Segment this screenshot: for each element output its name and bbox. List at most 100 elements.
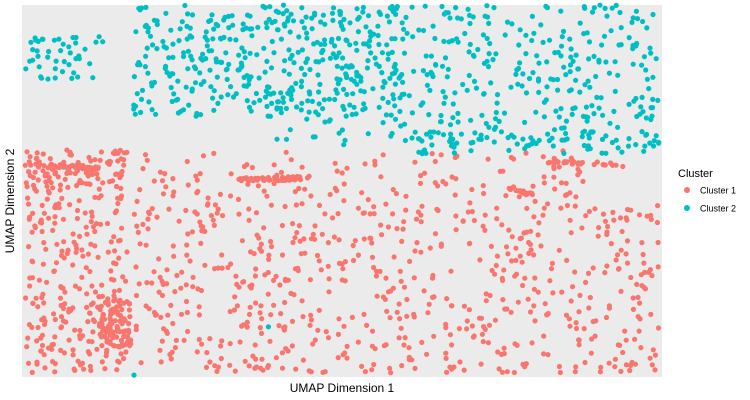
- point-cluster-1-348: [42, 173, 48, 179]
- point-cluster-2-143: [138, 109, 144, 115]
- point-cluster-2-396: [379, 70, 385, 76]
- point-cluster-1-1019: [257, 246, 263, 252]
- point-cluster-1-840: [300, 314, 306, 320]
- point-cluster-1-931: [378, 222, 384, 228]
- point-cluster-1-41: [96, 186, 102, 192]
- point-cluster-2-364: [329, 10, 336, 16]
- point-cluster-2-591: [608, 28, 614, 34]
- point-cluster-1-1062: [532, 198, 538, 204]
- point-cluster-2-671: [402, 121, 408, 127]
- point-cluster-2-739: [449, 38, 455, 44]
- point-cluster-1-639: [310, 231, 316, 237]
- point-cluster-1-1283: [515, 188, 521, 194]
- point-cluster-2-417: [643, 67, 649, 73]
- point-cluster-1-818: [388, 288, 394, 294]
- point-cluster-2-728: [630, 46, 636, 52]
- point-cluster-2-841: [478, 132, 484, 138]
- point-cluster-2-149: [151, 79, 158, 85]
- point-cluster-2-240: [200, 51, 206, 57]
- point-cluster-2-690: [432, 35, 438, 42]
- point-cluster-1-772: [259, 356, 265, 362]
- point-cluster-2-617: [278, 36, 284, 42]
- point-cluster-1-906: [361, 236, 367, 242]
- point-cluster-1-551: [331, 234, 337, 240]
- point-cluster-2-537: [544, 5, 551, 11]
- point-cluster-1-296: [34, 150, 40, 156]
- point-cluster-2-194: [184, 36, 190, 42]
- point-cluster-1-1087: [580, 178, 586, 184]
- point-cluster-1-69: [29, 210, 36, 216]
- point-cluster-1-740: [387, 315, 393, 321]
- point-cluster-2-64: [400, 36, 406, 42]
- point-cluster-1-742: [469, 323, 475, 329]
- point-cluster-2-379: [389, 71, 395, 77]
- point-cluster-1-178: [58, 324, 65, 330]
- point-cluster-1-229: [120, 274, 126, 280]
- point-cluster-2-275: [327, 55, 333, 61]
- point-cluster-1-492: [430, 272, 436, 279]
- point-cluster-2-411: [441, 38, 447, 45]
- point-cluster-1-953: [494, 205, 500, 211]
- point-cluster-2-760: [295, 49, 301, 55]
- point-cluster-1-730: [208, 213, 214, 219]
- point-cluster-2-583: [424, 82, 430, 88]
- point-cluster-2-23: [35, 53, 41, 59]
- point-cluster-2-828: [545, 131, 551, 137]
- point-cluster-1-430: [227, 341, 233, 347]
- point-cluster-1-962: [438, 243, 444, 249]
- point-cluster-1-367: [126, 321, 132, 327]
- point-cluster-2-634: [600, 112, 606, 118]
- point-cluster-1-149: [41, 210, 48, 216]
- point-cluster-2-645: [498, 129, 504, 135]
- point-cluster-1-1157: [134, 198, 140, 204]
- point-cluster-1-765: [282, 276, 288, 282]
- point-cluster-1-978: [466, 241, 472, 247]
- point-cluster-1-710: [266, 256, 272, 262]
- point-cluster-2-644: [613, 2, 619, 8]
- point-cluster-1-770: [184, 252, 190, 258]
- point-cluster-2-389: [322, 119, 328, 125]
- point-cluster-1-820: [373, 268, 380, 274]
- point-cluster-2-99: [214, 74, 220, 80]
- point-cluster-2-4: [66, 62, 72, 68]
- point-cluster-2-210: [204, 37, 210, 43]
- point-cluster-2-243: [343, 63, 349, 69]
- point-cluster-2-317: [145, 25, 151, 31]
- point-cluster-1-318: [113, 150, 119, 156]
- point-cluster-2-565: [604, 13, 610, 19]
- point-cluster-1-114: [99, 282, 105, 288]
- point-cluster-1-767: [522, 364, 528, 370]
- point-cluster-2-461: [533, 109, 539, 115]
- point-cluster-2-226: [154, 21, 160, 28]
- point-cluster-2-382: [442, 55, 449, 61]
- point-cluster-1-1125: [575, 172, 581, 178]
- point-cluster-1-221: [118, 185, 124, 191]
- point-cluster-2-228: [238, 64, 244, 70]
- point-cluster-1-634: [605, 223, 611, 230]
- point-cluster-1-857: [294, 230, 300, 236]
- point-cluster-2-842: [416, 149, 422, 155]
- point-cluster-1-1066: [194, 177, 200, 183]
- point-cluster-1-745: [583, 279, 589, 285]
- point-cluster-1-63: [58, 314, 65, 320]
- point-cluster-2-283: [261, 45, 267, 51]
- point-cluster-1-942: [308, 236, 314, 242]
- point-cluster-1-672: [577, 292, 583, 298]
- point-cluster-2-701: [509, 21, 515, 27]
- point-cluster-2-404: [341, 142, 347, 148]
- point-cluster-1-264: [94, 171, 100, 177]
- point-cluster-2-778: [618, 25, 624, 31]
- point-cluster-2-108: [153, 111, 159, 117]
- point-cluster-2-78: [139, 87, 146, 93]
- point-cluster-1-1082: [228, 193, 234, 199]
- point-cluster-1-231: [51, 268, 58, 274]
- point-cluster-1-885: [418, 212, 424, 218]
- point-cluster-2-752: [330, 5, 337, 11]
- point-cluster-1-344: [107, 179, 113, 185]
- point-cluster-2-836: [419, 138, 425, 144]
- point-cluster-2-21: [66, 44, 72, 50]
- point-cluster-2-457: [556, 114, 562, 120]
- legend-item-cluster-2: Cluster 2: [684, 204, 736, 214]
- point-cluster-2-703: [453, 5, 459, 11]
- point-cluster-1-463: [400, 226, 406, 232]
